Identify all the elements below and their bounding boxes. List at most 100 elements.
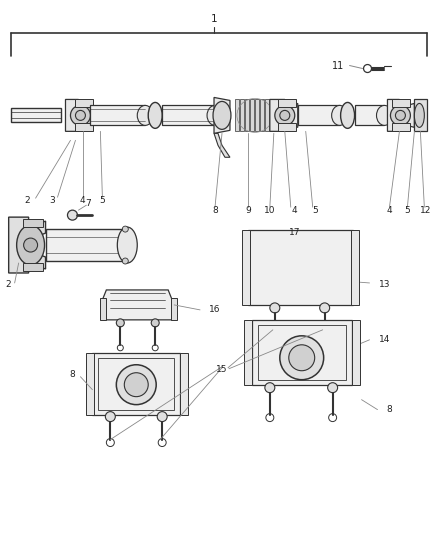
Bar — [298, 106, 339, 125]
Bar — [46, 229, 125, 261]
Text: 8: 8 — [70, 370, 75, 379]
Bar — [250, 100, 254, 131]
Text: 11: 11 — [332, 61, 345, 70]
Text: 1: 1 — [211, 14, 217, 23]
Text: 4: 4 — [292, 206, 297, 215]
Ellipse shape — [396, 110, 406, 120]
Text: 3: 3 — [49, 196, 55, 205]
Ellipse shape — [117, 227, 137, 263]
Bar — [350, 270, 357, 300]
Ellipse shape — [106, 411, 115, 422]
Bar — [414, 100, 427, 131]
Bar — [171, 298, 177, 320]
Bar — [162, 106, 215, 125]
Ellipse shape — [137, 106, 153, 125]
Bar — [258, 325, 346, 379]
Ellipse shape — [332, 106, 348, 125]
Text: 2: 2 — [6, 280, 11, 289]
Ellipse shape — [265, 383, 275, 393]
Text: 4: 4 — [387, 206, 392, 215]
Bar — [260, 100, 264, 131]
Ellipse shape — [213, 101, 231, 130]
Bar — [392, 123, 410, 131]
Ellipse shape — [151, 319, 159, 327]
Text: 17: 17 — [289, 228, 300, 237]
Bar — [245, 100, 249, 131]
Text: 14: 14 — [379, 335, 390, 344]
Ellipse shape — [289, 345, 314, 371]
Ellipse shape — [124, 373, 148, 397]
Ellipse shape — [75, 110, 85, 120]
Bar — [252, 320, 352, 385]
Bar — [92, 353, 180, 415]
Text: 2: 2 — [25, 196, 30, 205]
Ellipse shape — [157, 411, 167, 422]
Polygon shape — [388, 100, 414, 131]
Bar — [235, 100, 239, 131]
Bar — [265, 100, 269, 131]
Ellipse shape — [377, 106, 392, 125]
Bar — [355, 106, 385, 125]
Ellipse shape — [280, 110, 290, 120]
Ellipse shape — [320, 303, 330, 313]
Ellipse shape — [122, 226, 128, 232]
Text: 8: 8 — [387, 405, 392, 414]
Bar — [75, 100, 93, 108]
Bar — [23, 219, 42, 227]
Bar — [240, 100, 244, 131]
Ellipse shape — [275, 106, 295, 125]
Text: 12: 12 — [420, 206, 431, 215]
Text: 9: 9 — [245, 206, 251, 215]
Ellipse shape — [24, 238, 38, 252]
Bar — [100, 298, 106, 320]
Text: 10: 10 — [264, 206, 276, 215]
Bar — [248, 230, 353, 305]
Ellipse shape — [71, 106, 90, 125]
Text: 5: 5 — [99, 196, 105, 205]
Ellipse shape — [270, 303, 280, 313]
Bar — [180, 353, 188, 415]
Ellipse shape — [341, 102, 355, 128]
Text: 7: 7 — [85, 199, 91, 208]
Text: 16: 16 — [209, 305, 221, 314]
Polygon shape — [270, 100, 298, 131]
Ellipse shape — [390, 106, 410, 125]
Text: 4: 4 — [80, 196, 85, 205]
Ellipse shape — [17, 225, 45, 265]
Ellipse shape — [122, 258, 128, 264]
Text: 5: 5 — [405, 206, 410, 215]
Bar — [86, 353, 95, 415]
Polygon shape — [66, 100, 90, 131]
Ellipse shape — [67, 210, 78, 220]
Bar — [244, 320, 252, 385]
Text: 8: 8 — [212, 206, 218, 215]
Polygon shape — [102, 290, 172, 320]
Ellipse shape — [414, 103, 424, 127]
Ellipse shape — [290, 253, 300, 263]
Ellipse shape — [117, 319, 124, 327]
Polygon shape — [214, 98, 230, 133]
Ellipse shape — [207, 106, 223, 125]
Bar — [278, 100, 296, 108]
Bar — [350, 230, 359, 305]
Bar — [90, 106, 145, 125]
Bar — [99, 358, 174, 410]
Bar — [392, 100, 410, 108]
Polygon shape — [245, 265, 355, 300]
Polygon shape — [290, 265, 310, 275]
Polygon shape — [214, 133, 230, 157]
Bar — [243, 270, 249, 300]
Ellipse shape — [328, 383, 338, 393]
Bar — [242, 230, 250, 305]
Polygon shape — [9, 217, 46, 273]
Ellipse shape — [280, 336, 324, 379]
Bar — [23, 263, 42, 271]
Text: 5: 5 — [312, 206, 318, 215]
Ellipse shape — [117, 365, 156, 405]
Bar — [255, 100, 259, 131]
Bar — [352, 320, 360, 385]
Ellipse shape — [148, 102, 162, 128]
Bar — [75, 123, 93, 131]
Text: 15: 15 — [216, 365, 228, 374]
Bar — [11, 108, 60, 123]
